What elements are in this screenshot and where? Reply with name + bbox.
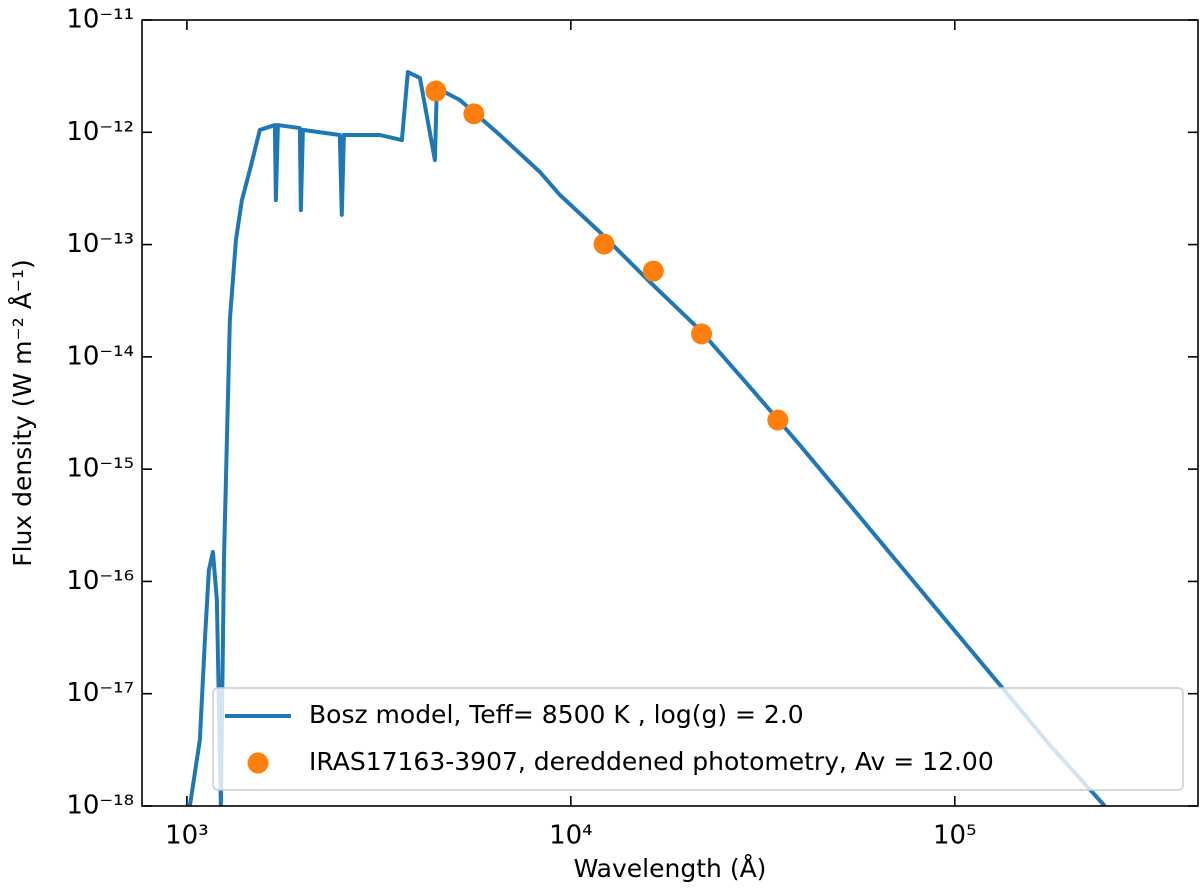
y-tick-label: 10⁻¹² [66, 117, 134, 147]
data-point [425, 80, 447, 102]
data-point [767, 409, 789, 431]
x-tick-label: 10⁵ [933, 821, 977, 851]
y-axis-label: Flux density (W m⁻² Å⁻¹) [8, 259, 37, 567]
legend-box [212, 687, 1184, 791]
model-line [187, 70, 1107, 806]
legend-swatch [247, 752, 269, 774]
x-axis-label: Wavelength (Å) [574, 854, 767, 883]
data-point [463, 103, 485, 125]
plot-area [187, 70, 1107, 806]
y-tick-label: 10⁻¹⁸ [66, 791, 134, 821]
legend-label: IRAS17163-3907, dereddened photometry, A… [309, 747, 994, 776]
y-tick-label: 10⁻¹⁴ [66, 341, 134, 371]
y-tick-label: 10⁻¹¹ [66, 5, 134, 35]
y-tick-label: 10⁻¹³ [66, 229, 134, 259]
y-tick-label: 10⁻¹⁶ [66, 566, 134, 596]
legend-label: Bosz model, Teff= 8500 K , log(g) = 2.0 [309, 700, 804, 729]
plot-frame [141, 19, 1199, 807]
y-tick-label: 10⁻¹⁷ [66, 678, 134, 708]
x-tick-label: 10³ [165, 821, 209, 851]
data-point [593, 233, 615, 255]
y-tick-label: 10⁻¹⁵ [66, 454, 134, 484]
data-point [642, 260, 664, 282]
data-point [691, 323, 713, 345]
x-tick-label: 10⁴ [549, 821, 593, 851]
